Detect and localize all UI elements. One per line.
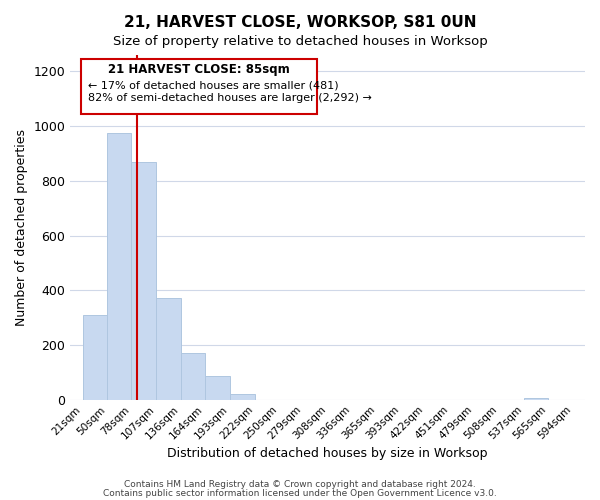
Text: ← 17% of detached houses are smaller (481): ← 17% of detached houses are smaller (48… (88, 81, 338, 91)
Bar (81, 59, 317, 114)
Text: Contains public sector information licensed under the Open Government Licence v3: Contains public sector information licen… (103, 488, 497, 498)
Bar (205, 376, 230, 400)
Bar (181, 353, 205, 400)
Text: Contains HM Land Registry data © Crown copyright and database right 2024.: Contains HM Land Registry data © Crown c… (124, 480, 476, 489)
Bar (156, 298, 181, 400)
Bar (107, 133, 131, 400)
Y-axis label: Number of detached properties: Number of detached properties (15, 129, 28, 326)
Bar (524, 398, 548, 400)
Bar (230, 394, 254, 400)
X-axis label: Distribution of detached houses by size in Worksop: Distribution of detached houses by size … (167, 447, 488, 460)
Text: 21, HARVEST CLOSE, WORKSOP, S81 0UN: 21, HARVEST CLOSE, WORKSOP, S81 0UN (124, 15, 476, 30)
Text: 21 HARVEST CLOSE: 85sqm: 21 HARVEST CLOSE: 85sqm (108, 63, 290, 76)
Bar (131, 162, 156, 400)
Text: 82% of semi-detached houses are larger (2,292) →: 82% of semi-detached houses are larger (… (88, 94, 371, 104)
Text: Size of property relative to detached houses in Worksop: Size of property relative to detached ho… (113, 35, 487, 48)
Bar (83, 315, 107, 400)
